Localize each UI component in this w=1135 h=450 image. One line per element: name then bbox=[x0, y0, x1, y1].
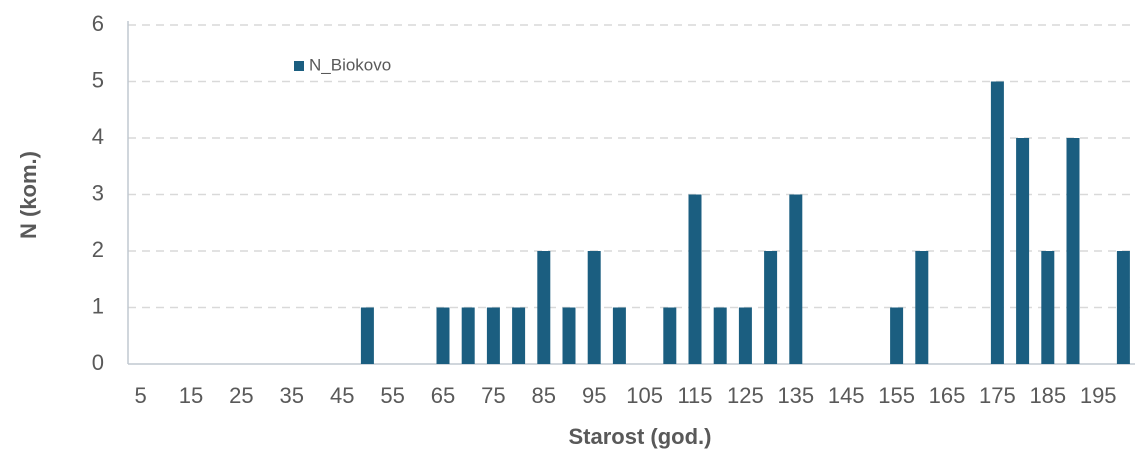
x-axis-title: Starost (god.) bbox=[569, 424, 712, 449]
bar bbox=[612, 307, 626, 364]
bar bbox=[562, 307, 576, 364]
legend-swatch bbox=[294, 61, 304, 71]
y-tick-label: 5 bbox=[92, 67, 104, 92]
x-tick-label: 25 bbox=[229, 383, 253, 408]
legend-label: N_Biokovo bbox=[309, 55, 391, 74]
x-tick-label: 45 bbox=[330, 383, 354, 408]
bar bbox=[486, 307, 500, 364]
y-tick-label: 1 bbox=[92, 293, 104, 318]
bar bbox=[360, 307, 374, 364]
x-tick-label: 105 bbox=[626, 383, 663, 408]
x-tick-label: 65 bbox=[431, 383, 455, 408]
x-tick-label: 185 bbox=[1029, 383, 1066, 408]
x-tick-label: 5 bbox=[134, 383, 146, 408]
x-tick-label: 125 bbox=[727, 383, 764, 408]
y-tick-label: 3 bbox=[92, 180, 104, 205]
bar bbox=[738, 307, 752, 364]
x-tick-label: 165 bbox=[929, 383, 966, 408]
x-tick-label: 155 bbox=[878, 383, 915, 408]
bar bbox=[1041, 251, 1055, 364]
bar bbox=[461, 307, 475, 364]
bar bbox=[436, 307, 450, 364]
x-tick-label: 15 bbox=[179, 383, 203, 408]
bar bbox=[1066, 138, 1080, 364]
bar bbox=[1116, 251, 1130, 364]
y-axis-title: N (kom.) bbox=[16, 151, 41, 239]
y-tick-label: 0 bbox=[92, 350, 104, 375]
x-tick-label: 195 bbox=[1080, 383, 1117, 408]
x-tick-label: 115 bbox=[677, 383, 712, 408]
y-tick-label: 4 bbox=[92, 124, 104, 149]
x-tick-label: 145 bbox=[828, 383, 865, 408]
x-tick-label: 95 bbox=[582, 383, 606, 408]
x-tick-label: 55 bbox=[380, 383, 404, 408]
x-tick-label: 35 bbox=[280, 383, 304, 408]
bar bbox=[915, 251, 929, 364]
bar bbox=[688, 194, 702, 364]
y-tick-label: 6 bbox=[92, 11, 104, 36]
bar bbox=[537, 251, 551, 364]
y-tick-label: 2 bbox=[92, 237, 104, 262]
bar bbox=[512, 307, 526, 364]
bar bbox=[663, 307, 677, 364]
bar bbox=[990, 81, 1004, 364]
bar bbox=[764, 251, 778, 364]
x-tick-label: 75 bbox=[481, 383, 505, 408]
x-tick-label: 85 bbox=[532, 383, 556, 408]
bar bbox=[789, 194, 803, 364]
bar bbox=[1016, 138, 1030, 364]
bar bbox=[587, 251, 601, 364]
x-tick-label: 175 bbox=[979, 383, 1016, 408]
bar bbox=[890, 307, 904, 364]
bar bbox=[713, 307, 727, 364]
x-tick-label: 135 bbox=[777, 383, 814, 408]
